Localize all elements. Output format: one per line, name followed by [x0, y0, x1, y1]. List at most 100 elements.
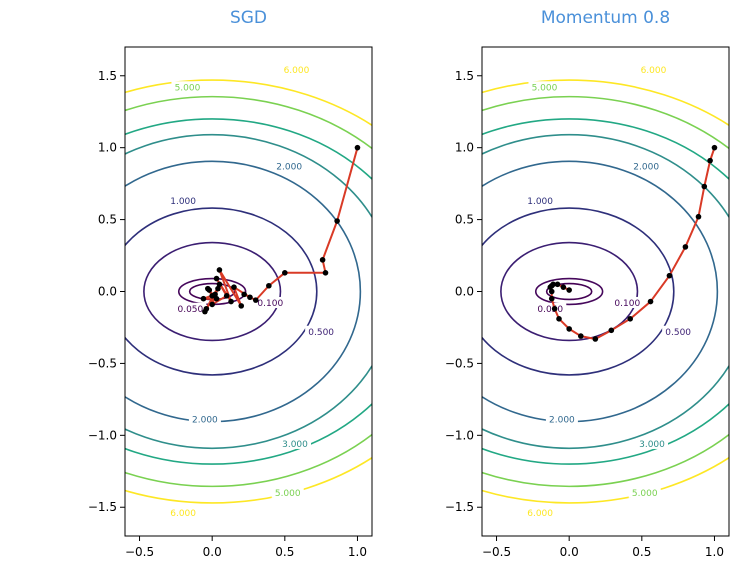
path-point	[566, 326, 572, 332]
contour-label-gap	[545, 413, 578, 425]
contour-label-gap	[611, 297, 644, 309]
path-point	[711, 144, 718, 151]
path-point	[247, 294, 253, 301]
contour-label-gap	[534, 302, 567, 314]
contour-label: 2.000	[276, 162, 302, 172]
contour-4.000	[482, 118, 729, 465]
y-tick-label: 0.5	[455, 213, 474, 227]
contour-0.500	[143, 241, 282, 342]
path-point	[695, 213, 702, 220]
contour-label: 3.000	[639, 440, 665, 450]
path-point	[228, 298, 234, 305]
contour-0.050	[545, 282, 593, 301]
path-point	[592, 336, 599, 342]
contour-label-gap	[662, 325, 695, 337]
y-tick-label: −1.0	[445, 428, 474, 442]
contour-label-gap	[280, 64, 313, 76]
contour-label: 3.000	[282, 440, 308, 450]
contour-label: 0.500	[665, 328, 691, 338]
contour-label-gap	[637, 64, 670, 76]
path-point	[551, 305, 558, 312]
contour-label-gap	[628, 486, 661, 498]
contour-label-gap	[528, 81, 561, 93]
path-point	[627, 316, 633, 322]
contour-3.000	[482, 133, 729, 450]
path-point	[319, 257, 326, 263]
chart-title: Momentum 0.8	[541, 8, 670, 28]
path-point	[666, 272, 673, 279]
y-tick-label: 1.5	[455, 69, 474, 83]
contour-label-gap	[271, 486, 304, 498]
contour-label-gap	[174, 302, 207, 314]
path-point	[334, 218, 340, 224]
path-point	[701, 183, 708, 190]
panel-sgd: SGD 0.050 0.100 0.500 1.000 2.000 2.000 3.000 5.…	[88, 8, 373, 559]
path-point	[241, 291, 247, 298]
contour-0.100	[534, 277, 604, 306]
y-tick-label: 1.0	[98, 141, 117, 155]
contour-label: 0.100	[614, 299, 640, 309]
contour-label-gap	[188, 413, 221, 425]
path-point	[216, 281, 223, 288]
y-tick-label: 0.0	[98, 285, 117, 299]
contour-label-gap	[254, 297, 287, 309]
path-point	[647, 298, 654, 305]
panel-momentum: Momentum 0.8 0.050 0.100 0.500 1.000 2.000 2.0…	[445, 8, 730, 559]
x-tick-label: 0.0	[560, 545, 579, 559]
path-point	[608, 327, 615, 334]
axes-frame	[481, 46, 730, 537]
contour-label: 0.050	[177, 305, 203, 315]
contour-label: 5.000	[275, 489, 301, 499]
y-tick-label: −1.5	[88, 500, 117, 514]
contour-lines: 0.050 0.100 0.500 1.000 2.000 2.000 3.000 5.000…	[125, 64, 372, 519]
path-point	[215, 285, 221, 292]
contour-label-gap	[305, 325, 338, 337]
contour-label: 0.050	[537, 305, 563, 315]
x-tick-label: −0.5	[125, 545, 154, 559]
path-point	[556, 316, 562, 322]
y-tick-label: 0.5	[98, 213, 117, 227]
contour-label: 2.000	[633, 162, 659, 172]
path-point	[548, 288, 555, 295]
path-point	[238, 303, 245, 309]
contour-1.000	[482, 207, 675, 376]
path-point	[354, 144, 361, 151]
contour-label-gap	[167, 506, 200, 518]
x-tick-label: 1.0	[348, 545, 367, 559]
path-point	[216, 267, 223, 273]
path-point	[213, 295, 220, 302]
contour-5.000	[125, 95, 372, 488]
path-point	[322, 270, 329, 276]
contour-label: 5.000	[632, 489, 658, 499]
path-point	[548, 295, 555, 302]
path-point	[252, 297, 259, 303]
contour-label: 6.000	[284, 66, 310, 76]
path-point	[200, 295, 207, 302]
chart-title: SGD	[230, 8, 267, 28]
contour-0.500	[500, 241, 639, 342]
path-point	[209, 301, 215, 308]
path-point	[231, 284, 237, 290]
y-tick-label: 0.0	[455, 285, 474, 299]
path-point	[202, 308, 208, 315]
contour-label-gap	[273, 160, 306, 172]
path-point	[213, 275, 220, 282]
path-point	[266, 282, 272, 289]
contour-label: 5.000	[532, 83, 558, 93]
path-point	[550, 281, 556, 288]
y-tick-label: 1.0	[455, 141, 474, 155]
path-point	[578, 333, 584, 339]
path-point	[707, 157, 713, 164]
x-tick-label: −0.5	[482, 545, 511, 559]
contour-label: 1.000	[170, 197, 196, 207]
contour-label-gap	[635, 437, 668, 449]
contour-label: 5.000	[175, 83, 201, 93]
contour-1.000	[125, 207, 318, 376]
contour-3.000	[125, 133, 372, 450]
contour-label: 6.000	[170, 509, 196, 519]
y-tick-label: −0.5	[445, 356, 474, 370]
y-tick-label: −1.5	[445, 500, 474, 514]
contour-4.000	[125, 118, 372, 465]
x-tick-label: 0.5	[275, 545, 294, 559]
axes-frame	[124, 46, 373, 537]
